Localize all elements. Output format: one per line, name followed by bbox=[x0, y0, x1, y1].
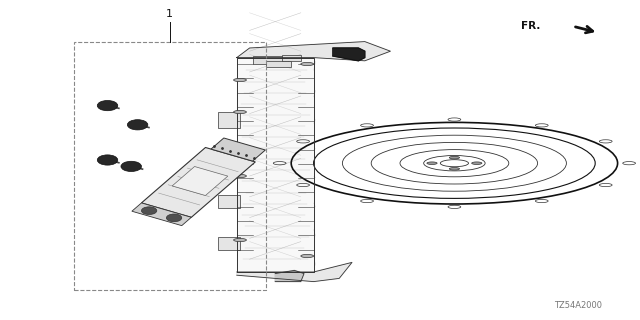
Polygon shape bbox=[237, 58, 314, 272]
Circle shape bbox=[121, 161, 141, 172]
Bar bbox=[74, 42, 266, 290]
Bar bbox=[266, 61, 291, 67]
Bar bbox=[282, 55, 301, 61]
Ellipse shape bbox=[234, 110, 246, 114]
Polygon shape bbox=[141, 148, 255, 217]
Bar bbox=[218, 195, 240, 208]
Ellipse shape bbox=[301, 62, 314, 66]
Circle shape bbox=[127, 120, 148, 130]
Circle shape bbox=[166, 214, 182, 222]
Text: FR.: FR. bbox=[522, 20, 541, 31]
Ellipse shape bbox=[234, 78, 246, 82]
Bar bbox=[253, 56, 288, 64]
Ellipse shape bbox=[449, 168, 460, 170]
Polygon shape bbox=[275, 270, 304, 282]
Ellipse shape bbox=[472, 162, 482, 164]
Ellipse shape bbox=[449, 156, 460, 159]
Bar bbox=[218, 237, 240, 250]
Ellipse shape bbox=[234, 174, 246, 178]
Circle shape bbox=[141, 207, 157, 214]
Ellipse shape bbox=[427, 162, 437, 164]
Polygon shape bbox=[132, 203, 191, 226]
Polygon shape bbox=[211, 138, 266, 161]
Text: TZ54A2000: TZ54A2000 bbox=[554, 301, 602, 310]
Text: 1: 1 bbox=[166, 9, 173, 19]
Polygon shape bbox=[333, 48, 365, 61]
Bar bbox=[218, 147, 240, 160]
Ellipse shape bbox=[234, 238, 246, 242]
Bar bbox=[218, 112, 240, 128]
Circle shape bbox=[97, 100, 118, 111]
Circle shape bbox=[97, 155, 118, 165]
Polygon shape bbox=[237, 42, 390, 61]
Polygon shape bbox=[172, 166, 228, 196]
Ellipse shape bbox=[301, 254, 314, 258]
Polygon shape bbox=[237, 262, 352, 282]
